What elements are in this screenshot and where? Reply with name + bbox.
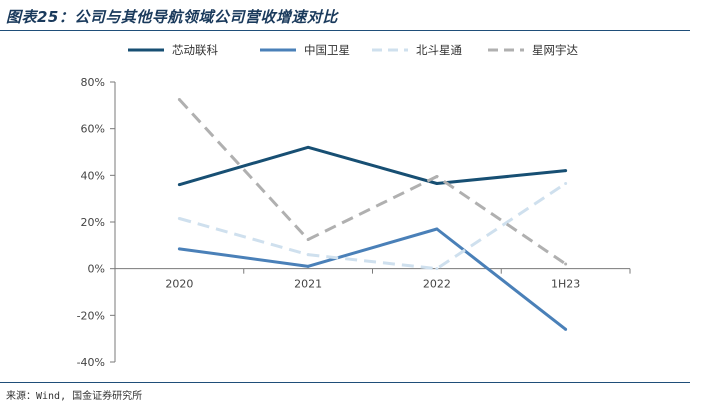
series-lines [177, 98, 568, 331]
data-point [177, 217, 181, 220]
data-point [306, 145, 310, 149]
series-line-3 [178, 182, 567, 271]
data-point [306, 264, 310, 268]
y-tick-label: 40% [81, 169, 105, 182]
y-tick-label: 80% [81, 76, 105, 89]
y-tick-label: 60% [81, 123, 105, 136]
y-tick-label: 20% [81, 216, 105, 229]
x-tick-label: 2020 [165, 278, 193, 291]
data-point [564, 262, 568, 266]
data-point [435, 175, 439, 178]
legend-label-2: 中国卫星 [304, 43, 350, 57]
series-line-2 [179, 227, 567, 331]
data-point [435, 227, 439, 231]
data-point [564, 169, 568, 173]
source-note: 来源：Wind, 国金证券研究所 [6, 391, 143, 402]
top-rule [0, 30, 690, 31]
x-tick-label: 1H23 [551, 278, 580, 291]
x-tick-label: 2022 [423, 278, 451, 291]
series-line-4 [178, 98, 567, 266]
series-line-1 [178, 145, 566, 187]
y-tick-label: 0% [88, 263, 105, 276]
y-tick-label: -40% [77, 356, 105, 369]
data-point [435, 182, 439, 185]
legend-label-1: 芯动联科 [172, 43, 218, 57]
data-point [177, 247, 181, 251]
data-point [177, 183, 181, 187]
axes: -40% -20% 0% 20% 40% 60% 80% 2020 2021 2022 1H23 [77, 76, 631, 369]
legend-label-3: 北斗星通 [416, 43, 462, 57]
data-point [306, 238, 310, 241]
legend: 芯动联科 中国卫星 北斗星通 星网宇达 [128, 43, 578, 57]
chart-title: 图表25：公司与其他导航领域公司营收增速对比 [6, 8, 338, 26]
data-point [564, 327, 568, 331]
data-point [435, 267, 439, 271]
y-tick-label: -20% [77, 309, 105, 322]
data-point [177, 98, 181, 101]
data-point [306, 253, 310, 257]
x-tick-label: 2021 [294, 278, 322, 291]
bottom-rule [0, 382, 690, 383]
data-point [564, 182, 568, 185]
legend-label-4: 星网宇达 [532, 43, 578, 57]
